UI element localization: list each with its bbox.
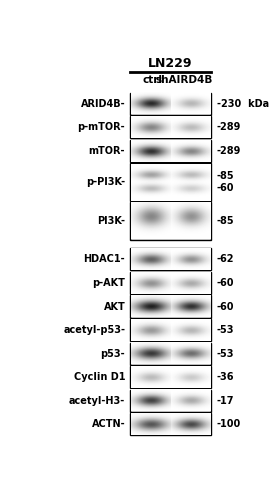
Text: ARID4B-: ARID4B- [81,98,125,108]
Text: -60: -60 [217,278,234,288]
Text: -36: -36 [217,372,234,382]
Text: acetyl-H3-: acetyl-H3- [69,396,125,406]
Text: p53-: p53- [101,348,125,358]
Text: -230  kDa: -230 kDa [217,98,269,108]
Text: -85
-60: -85 -60 [217,172,234,193]
Text: PI3K-: PI3K- [97,216,125,226]
Text: -60: -60 [217,302,234,312]
Text: AKT: AKT [103,302,125,312]
Text: -85: -85 [217,216,234,226]
Text: p-AKT: p-AKT [92,278,125,288]
Text: -100: -100 [217,420,241,430]
Text: ctrl: ctrl [142,75,162,85]
Text: -62: -62 [217,254,234,264]
Text: LN229: LN229 [148,56,193,70]
Text: -53: -53 [217,325,234,335]
Text: mTOR-: mTOR- [89,146,125,156]
Text: p-PI3K-: p-PI3K- [86,177,125,187]
Text: -53: -53 [217,348,234,358]
Text: Cyclin D1: Cyclin D1 [74,372,125,382]
Text: -17: -17 [217,396,234,406]
Text: HDAC1-: HDAC1- [84,254,125,264]
Text: ACTN-: ACTN- [92,420,125,430]
Text: -289: -289 [217,122,241,132]
Text: acetyl-p53-: acetyl-p53- [63,325,125,335]
Text: -289: -289 [217,146,241,156]
Text: shAIRD4B: shAIRD4B [156,75,213,85]
Text: p-mTOR-: p-mTOR- [78,122,125,132]
